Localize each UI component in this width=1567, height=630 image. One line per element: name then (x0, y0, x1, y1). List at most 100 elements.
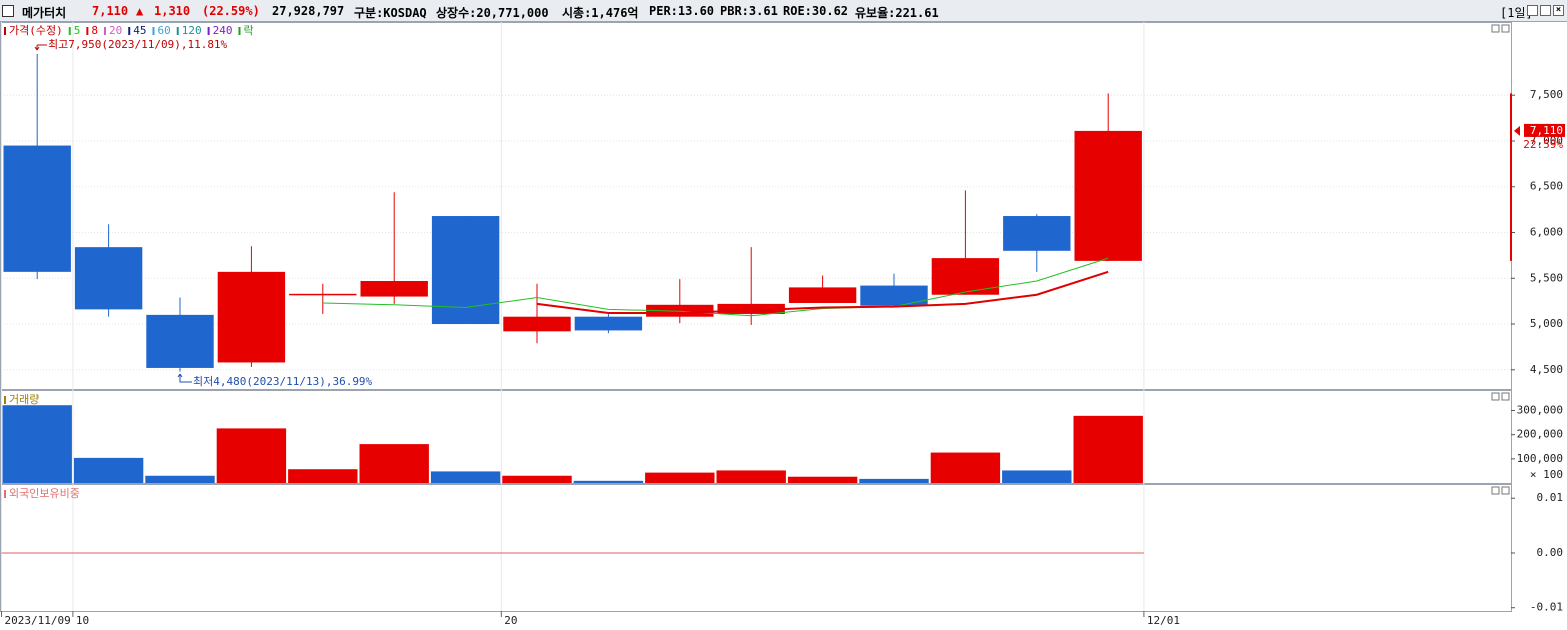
period[interactable]: [1일] (1500, 6, 1533, 20)
candle-body (860, 285, 928, 306)
candle-body (574, 316, 643, 331)
annotation: 최고7,950(2023/11/09),11.81% (48, 38, 228, 51)
legend-marker (207, 27, 210, 35)
candle-body (217, 271, 286, 363)
volume-bar (859, 478, 929, 483)
y-tick-label: 300,000 (1517, 404, 1563, 417)
pane-close-button (1501, 24, 1510, 33)
volume-bar (359, 444, 429, 483)
legend-label: 가격(수정) (9, 24, 63, 37)
volume-bar (1073, 415, 1143, 483)
candle-body (146, 314, 214, 368)
y-tick-label: 7,500 (1530, 88, 1563, 101)
legend-marker (4, 396, 6, 404)
annotation-arrow (177, 373, 192, 383)
candle-body (431, 216, 500, 325)
pane-option-button (1491, 486, 1500, 495)
annotation: 최저4,480(2023/11/13),36.99% (193, 375, 373, 388)
market: 구분:KOSDAQ (354, 6, 427, 20)
stock-name: 메가터치 (22, 6, 67, 20)
volume-bar (716, 470, 786, 483)
volume-bar (216, 428, 287, 483)
pane-frame (0, 484, 1512, 612)
reserve: 유보율:221.61 (855, 6, 939, 20)
last-price-label: 7,110 (1530, 124, 1563, 137)
volume-bar (502, 475, 572, 483)
header-bar: 메가터치 7,110 ▲ 1,310 (22.59%) 27,928,797 구… (0, 0, 1567, 22)
pane-option-button (1491, 392, 1500, 401)
candle-body (788, 287, 857, 303)
legend-label: 240 (213, 24, 233, 37)
legend-marker (86, 27, 89, 35)
per: PER:13.60 (649, 4, 715, 18)
y-tick-label: -0.01 (1530, 601, 1563, 614)
shares: 상장수:20,771,000 (436, 6, 549, 20)
candle-body (503, 316, 571, 332)
cap: 시총:1,476억 (562, 6, 639, 20)
last-price-pointer (1514, 125, 1520, 136)
minimize-button[interactable] (1527, 5, 1538, 16)
x-tick-label: 12/01 (1147, 614, 1180, 627)
maximize-button[interactable] (1540, 5, 1551, 16)
legend-label: 5 (74, 24, 81, 37)
moving-average-line (322, 257, 1109, 317)
volume-bar (645, 472, 715, 483)
pane-frame (0, 390, 1512, 484)
pane-close-button (1501, 392, 1510, 401)
legend-marker (4, 490, 6, 498)
legend-marker (176, 27, 179, 35)
change-pct: (22.59%) (202, 4, 260, 18)
y-tick-label: 4,500 (1530, 363, 1563, 376)
roe: ROE:30.62 (783, 4, 849, 18)
change: 1,310 (154, 4, 191, 18)
volume-bar (930, 452, 1001, 483)
legend-label: 45 (133, 24, 146, 37)
volume: 27,928,797 (272, 4, 345, 18)
volume-bar (73, 457, 144, 483)
candle-body (931, 258, 1000, 295)
legend-marker (68, 27, 71, 35)
arrow: ▲ (136, 4, 144, 18)
last-change-label: 22.59% (1523, 138, 1563, 151)
pbr: PBR:3.61 (720, 4, 778, 18)
volume-bar (145, 475, 215, 483)
candle-body (289, 293, 357, 296)
checkbox[interactable] (2, 5, 14, 17)
candle-body (74, 247, 143, 310)
pane-title: 거래량 (9, 393, 39, 406)
legend-label: 8 (91, 24, 98, 37)
y-tick-label: 5,500 (1530, 271, 1563, 284)
y-tick-label: 200,000 (1517, 428, 1563, 441)
volume-bar (430, 471, 501, 483)
legend-marker (152, 27, 155, 35)
x-tick-label: 2023/11/09 (5, 614, 71, 627)
legend-label: 60 (157, 24, 170, 37)
legend-marker (128, 27, 131, 35)
volume-bar (573, 480, 644, 483)
legend-marker (238, 27, 241, 35)
volume-bar (288, 469, 358, 483)
pane-title: 외국인보유비중 (9, 487, 80, 500)
volume-bar (2, 405, 72, 483)
y-tick-label: 0.01 (1537, 491, 1564, 504)
close-button[interactable]: × (1553, 5, 1564, 16)
pane-close-button (1501, 486, 1510, 495)
chart: 4,500 5,000 5,500 6,000 6,500 7,000 7,500 2023/… (0, 22, 1565, 627)
pane-option-button (1491, 24, 1500, 33)
price: 7,110 (92, 4, 129, 18)
legend-marker (4, 27, 6, 35)
candle-body (717, 303, 785, 314)
x-tick-label: 20 (504, 614, 517, 627)
annotation-arrow (34, 44, 47, 51)
volume-bar (787, 476, 858, 483)
y-tick-label: 6,000 (1530, 225, 1563, 238)
candle-body (360, 281, 428, 297)
unit-label: × 100 (1530, 468, 1563, 481)
candle-body (1003, 216, 1071, 251)
x-tick-label: 10 (76, 614, 89, 627)
candle-body (3, 145, 71, 272)
candle-body (1074, 130, 1142, 261)
moving-average-line (536, 270, 1109, 315)
y-tick-label: 6,500 (1530, 180, 1563, 193)
last-price-box (1524, 123, 1565, 137)
